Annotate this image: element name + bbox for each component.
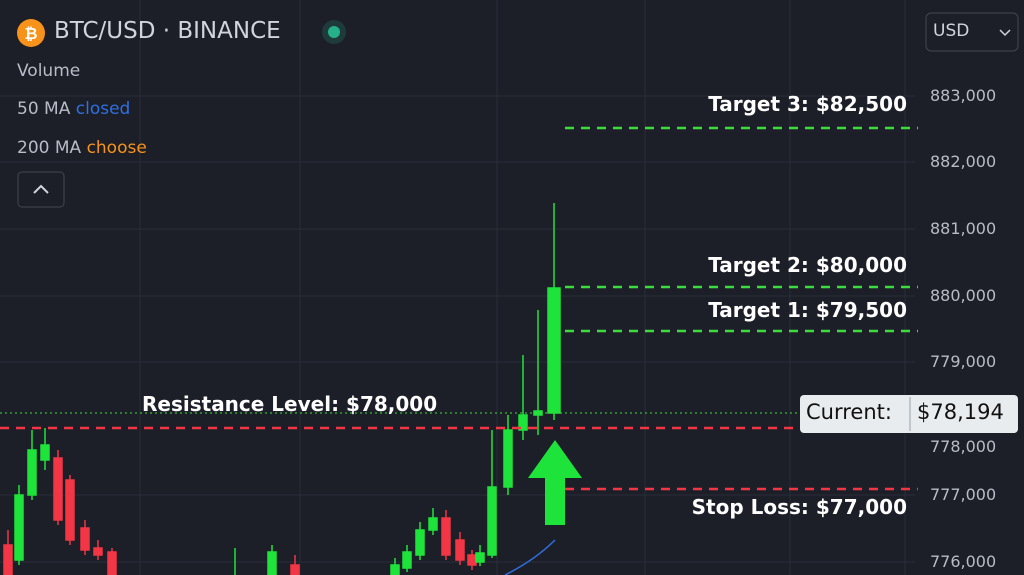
axis-label: 881,000: [930, 219, 997, 238]
axis-label: 777,000: [930, 485, 997, 504]
ma50-label: 50 MA: [17, 99, 71, 119]
axis-label: 776,000: [930, 552, 997, 571]
current-price: $78,194: [917, 400, 1004, 424]
ma50-state[interactable]: closed: [75, 99, 131, 119]
axis-label: 779,000: [930, 352, 997, 371]
axis-label: 880,000: [930, 286, 997, 305]
ma200-label: 200 MA: [17, 138, 82, 158]
axis-label: 778,000: [930, 437, 997, 456]
currency-select[interactable]: USD: [933, 21, 970, 41]
ma200: 200 MA choose: [17, 138, 147, 158]
volume-label: Volume: [17, 61, 81, 81]
resistance-label: Resistance Level: $78,000: [142, 392, 438, 416]
target1-label: Target 1: $79,500: [708, 298, 907, 322]
ma200-state[interactable]: choose: [86, 138, 147, 158]
target2-label: Target 2: $80,000: [708, 253, 907, 277]
target3-label: Target 3: $82,500: [708, 92, 907, 116]
symbol: BTC/USD · BINANCE: [54, 18, 281, 44]
stop-loss-label: Stop Loss: $77,000: [691, 495, 907, 519]
ma50: 50 MA closed: [17, 99, 130, 119]
axis-label: 882,000: [930, 152, 997, 171]
svg-text:₿: ₿: [24, 24, 37, 43]
axis-label: 883,000: [930, 86, 997, 105]
current-label: Current:: [806, 400, 892, 424]
